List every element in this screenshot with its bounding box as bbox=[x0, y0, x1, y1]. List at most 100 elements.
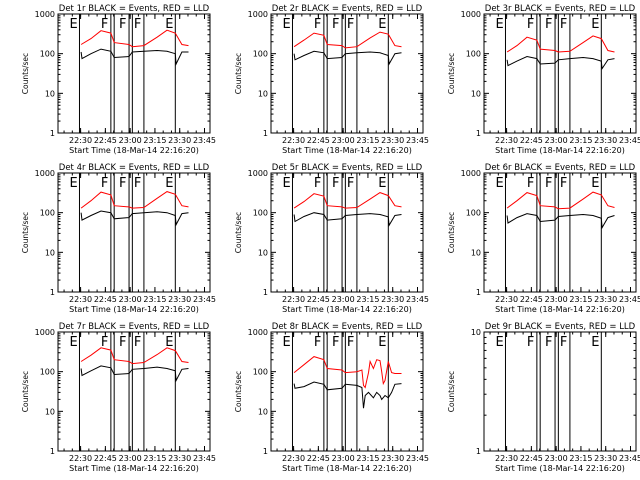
event-marker-label: E bbox=[165, 176, 173, 191]
y-tick-label: 100 bbox=[40, 50, 55, 59]
x-axis-label: Start Time (18-Mar-14 22:16:20) bbox=[495, 464, 625, 473]
y-tick-label: 100 bbox=[40, 209, 55, 218]
event-marker-label: F bbox=[119, 335, 126, 350]
event-marker-label: F bbox=[560, 335, 567, 350]
event-marker-label: F bbox=[545, 335, 552, 350]
event-marker-label: F bbox=[527, 176, 534, 191]
event-marker-label: F bbox=[119, 17, 126, 32]
event-marker-label: E bbox=[282, 17, 290, 32]
x-tick-label: 23:00 bbox=[332, 454, 355, 463]
x-tick-label: 22:30 bbox=[69, 454, 92, 463]
y-tick-label: 1000 bbox=[461, 169, 481, 178]
series-line-0 bbox=[506, 191, 615, 210]
plot-frame bbox=[483, 13, 637, 134]
y-tick-label: 100 bbox=[253, 209, 268, 218]
x-tick-label: 22:30 bbox=[495, 136, 518, 145]
x-tick-label: 22:30 bbox=[282, 136, 305, 145]
event-marker-label: F bbox=[560, 17, 567, 32]
plot-frame bbox=[483, 172, 637, 293]
event-marker-label: F bbox=[134, 17, 141, 32]
event-marker-label: F bbox=[527, 17, 534, 32]
series-line-1 bbox=[293, 50, 402, 66]
x-tick-label: 23:45 bbox=[193, 136, 216, 145]
plot-frame bbox=[483, 331, 637, 452]
series-line-1 bbox=[293, 212, 402, 227]
x-tick-label: 22:45 bbox=[94, 136, 117, 145]
panel-det7: Det 7r BLACK = Events, RED = LLD 1 10 100 10… bbox=[21, 322, 216, 473]
panel-title: Det 9r BLACK = Events, RED = LLD bbox=[485, 322, 636, 332]
x-tick-label: 23:45 bbox=[193, 295, 216, 304]
x-tick-label: 22:45 bbox=[307, 136, 330, 145]
x-tick-label: 23:00 bbox=[119, 295, 142, 304]
x-tick-label: 23:15 bbox=[143, 136, 166, 145]
y-tick-label: 1000 bbox=[248, 10, 268, 19]
event-marker-label: E bbox=[282, 335, 290, 350]
event-marker-label: F bbox=[314, 17, 321, 32]
x-axis-label: Start Time (18-Mar-14 22:16:20) bbox=[69, 464, 199, 473]
event-marker-label: E bbox=[282, 176, 290, 191]
x-tick-label: 23:30 bbox=[168, 136, 191, 145]
plot-frame bbox=[57, 13, 211, 134]
y-tick-label: 100 bbox=[466, 50, 481, 59]
event-marker-label: E bbox=[378, 335, 386, 350]
panel-det9: Det 9r BLACK = Events, RED = LLD 1 10 22:30… bbox=[447, 322, 640, 473]
x-tick-label: 22:45 bbox=[307, 295, 330, 304]
event-marker-label: E bbox=[69, 176, 77, 191]
y-tick-label: 1 bbox=[476, 129, 481, 138]
x-axis-label: Start Time (18-Mar-14 22:16:20) bbox=[69, 305, 199, 314]
x-tick-label: 22:30 bbox=[69, 295, 92, 304]
x-tick-label: 23:15 bbox=[356, 136, 379, 145]
event-marker-label: F bbox=[119, 176, 126, 191]
x-tick-label: 23:45 bbox=[406, 136, 429, 145]
y-tick-label: 1 bbox=[263, 129, 268, 138]
event-marker-label: F bbox=[332, 335, 339, 350]
y-tick-label: 100 bbox=[253, 368, 268, 377]
x-tick-label: 23:30 bbox=[381, 136, 404, 145]
event-marker-label: F bbox=[314, 335, 321, 350]
x-axis-label: Start Time (18-Mar-14 22:16:20) bbox=[282, 464, 412, 473]
x-tick-label: 22:30 bbox=[495, 295, 518, 304]
y-tick-label: 10 bbox=[471, 248, 481, 257]
y-tick-label: 1 bbox=[50, 288, 55, 297]
y-tick-label: 1000 bbox=[461, 10, 481, 19]
x-tick-label: 22:30 bbox=[69, 136, 92, 145]
x-axis-label: Start Time (18-Mar-14 22:16:20) bbox=[282, 146, 412, 155]
x-tick-label: 23:45 bbox=[193, 454, 216, 463]
x-tick-label: 23:15 bbox=[356, 295, 379, 304]
x-tick-label: 23:00 bbox=[119, 454, 142, 463]
x-tick-label: 23:45 bbox=[406, 454, 429, 463]
y-axis-label: Counts/sec bbox=[21, 371, 30, 412]
x-tick-label: 23:15 bbox=[569, 295, 592, 304]
panel-title: Det 1r BLACK = Events, RED = LLD bbox=[59, 4, 210, 14]
plot-frame bbox=[270, 172, 424, 293]
event-marker-label: E bbox=[591, 176, 599, 191]
plot-frame bbox=[57, 331, 211, 452]
y-tick-label: 1 bbox=[50, 129, 55, 138]
y-tick-label: 10 bbox=[45, 248, 55, 257]
series-line-1 bbox=[506, 213, 615, 230]
event-marker-label: E bbox=[378, 17, 386, 32]
plot-frame bbox=[57, 172, 211, 293]
event-marker-label: F bbox=[560, 176, 567, 191]
y-tick-label: 1000 bbox=[248, 169, 268, 178]
y-tick-label: 10 bbox=[258, 407, 268, 416]
x-tick-label: 23:00 bbox=[332, 295, 355, 304]
panel-det4: Det 4r BLACK = Events, RED = LLD 1 10 100 10… bbox=[21, 163, 216, 314]
event-marker-label: E bbox=[591, 335, 599, 350]
panel-det2: Det 2r BLACK = Events, RED = LLD 1 10 100 10… bbox=[234, 4, 429, 155]
panel-title: Det 2r BLACK = Events, RED = LLD bbox=[272, 4, 423, 14]
series-line-1 bbox=[293, 381, 402, 409]
y-tick-label: 1000 bbox=[35, 328, 55, 337]
event-marker-label: F bbox=[347, 17, 354, 32]
x-tick-label: 22:45 bbox=[520, 136, 543, 145]
series-line-0 bbox=[293, 31, 402, 49]
y-axis-label: Counts/sec bbox=[234, 53, 243, 94]
x-tick-label: 23:00 bbox=[545, 136, 568, 145]
x-tick-label: 23:45 bbox=[619, 295, 640, 304]
y-tick-label: 100 bbox=[40, 368, 55, 377]
event-marker-label: E bbox=[495, 17, 503, 32]
x-tick-label: 23:30 bbox=[594, 295, 617, 304]
panel-title: Det 4r BLACK = Events, RED = LLD bbox=[59, 163, 210, 173]
series-line-1 bbox=[80, 365, 189, 383]
